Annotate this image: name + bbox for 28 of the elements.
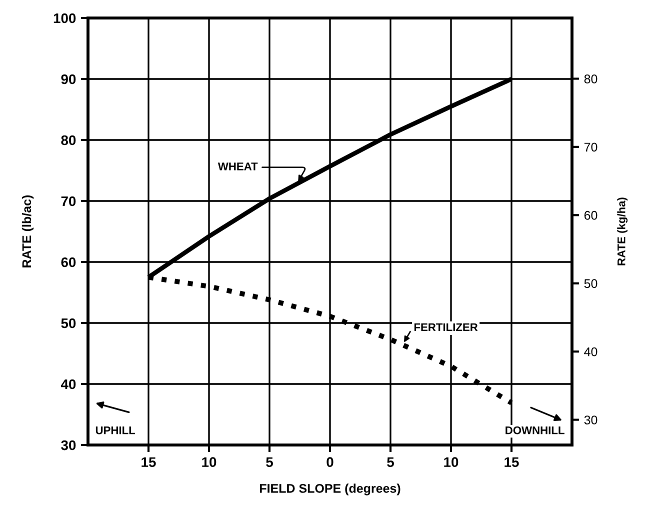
y2-tick-label: 30	[584, 416, 598, 424]
y2-tick-label: 60	[584, 210, 598, 220]
y-tick-label: 40	[60, 379, 76, 390]
y-tick-label: 80	[61, 135, 76, 146]
y2-tick-label: 70	[584, 142, 598, 152]
y2-axis-title: RATE (kg/ha)	[617, 198, 628, 266]
y-tick-label: 50	[61, 318, 76, 328]
annotation: DOWNHILL	[506, 426, 564, 434]
y-axis-title: RATE (lb/ac)	[22, 195, 34, 268]
x-tick-label: 15	[142, 457, 156, 468]
x-tick-label: 10	[202, 457, 216, 468]
y-tick-label: 100	[54, 13, 76, 24]
y-tick-label: 60	[61, 257, 76, 268]
y2-tick-label: 50	[584, 279, 598, 288]
y2-tick-label: 80	[584, 74, 598, 84]
x-tick-label: 0	[326, 457, 334, 468]
series-label: FERTILIZER	[414, 323, 478, 332]
y2-tick-label: 40	[584, 347, 598, 356]
x-tick-label: 5	[387, 457, 394, 468]
annotation: UPHILL	[96, 426, 136, 434]
legend-label: WHEAT	[218, 162, 258, 170]
x-axis-title: FIELD SLOPE (degrees)	[260, 484, 400, 496]
x-tick-label: 15	[504, 457, 519, 468]
x-tick-label: 5	[266, 457, 273, 468]
y-tick-label: 30	[61, 440, 76, 450]
x-tick-label: 10	[444, 457, 458, 468]
y-tick-label: 70	[61, 196, 76, 206]
y-tick-label: 90	[61, 74, 76, 84]
